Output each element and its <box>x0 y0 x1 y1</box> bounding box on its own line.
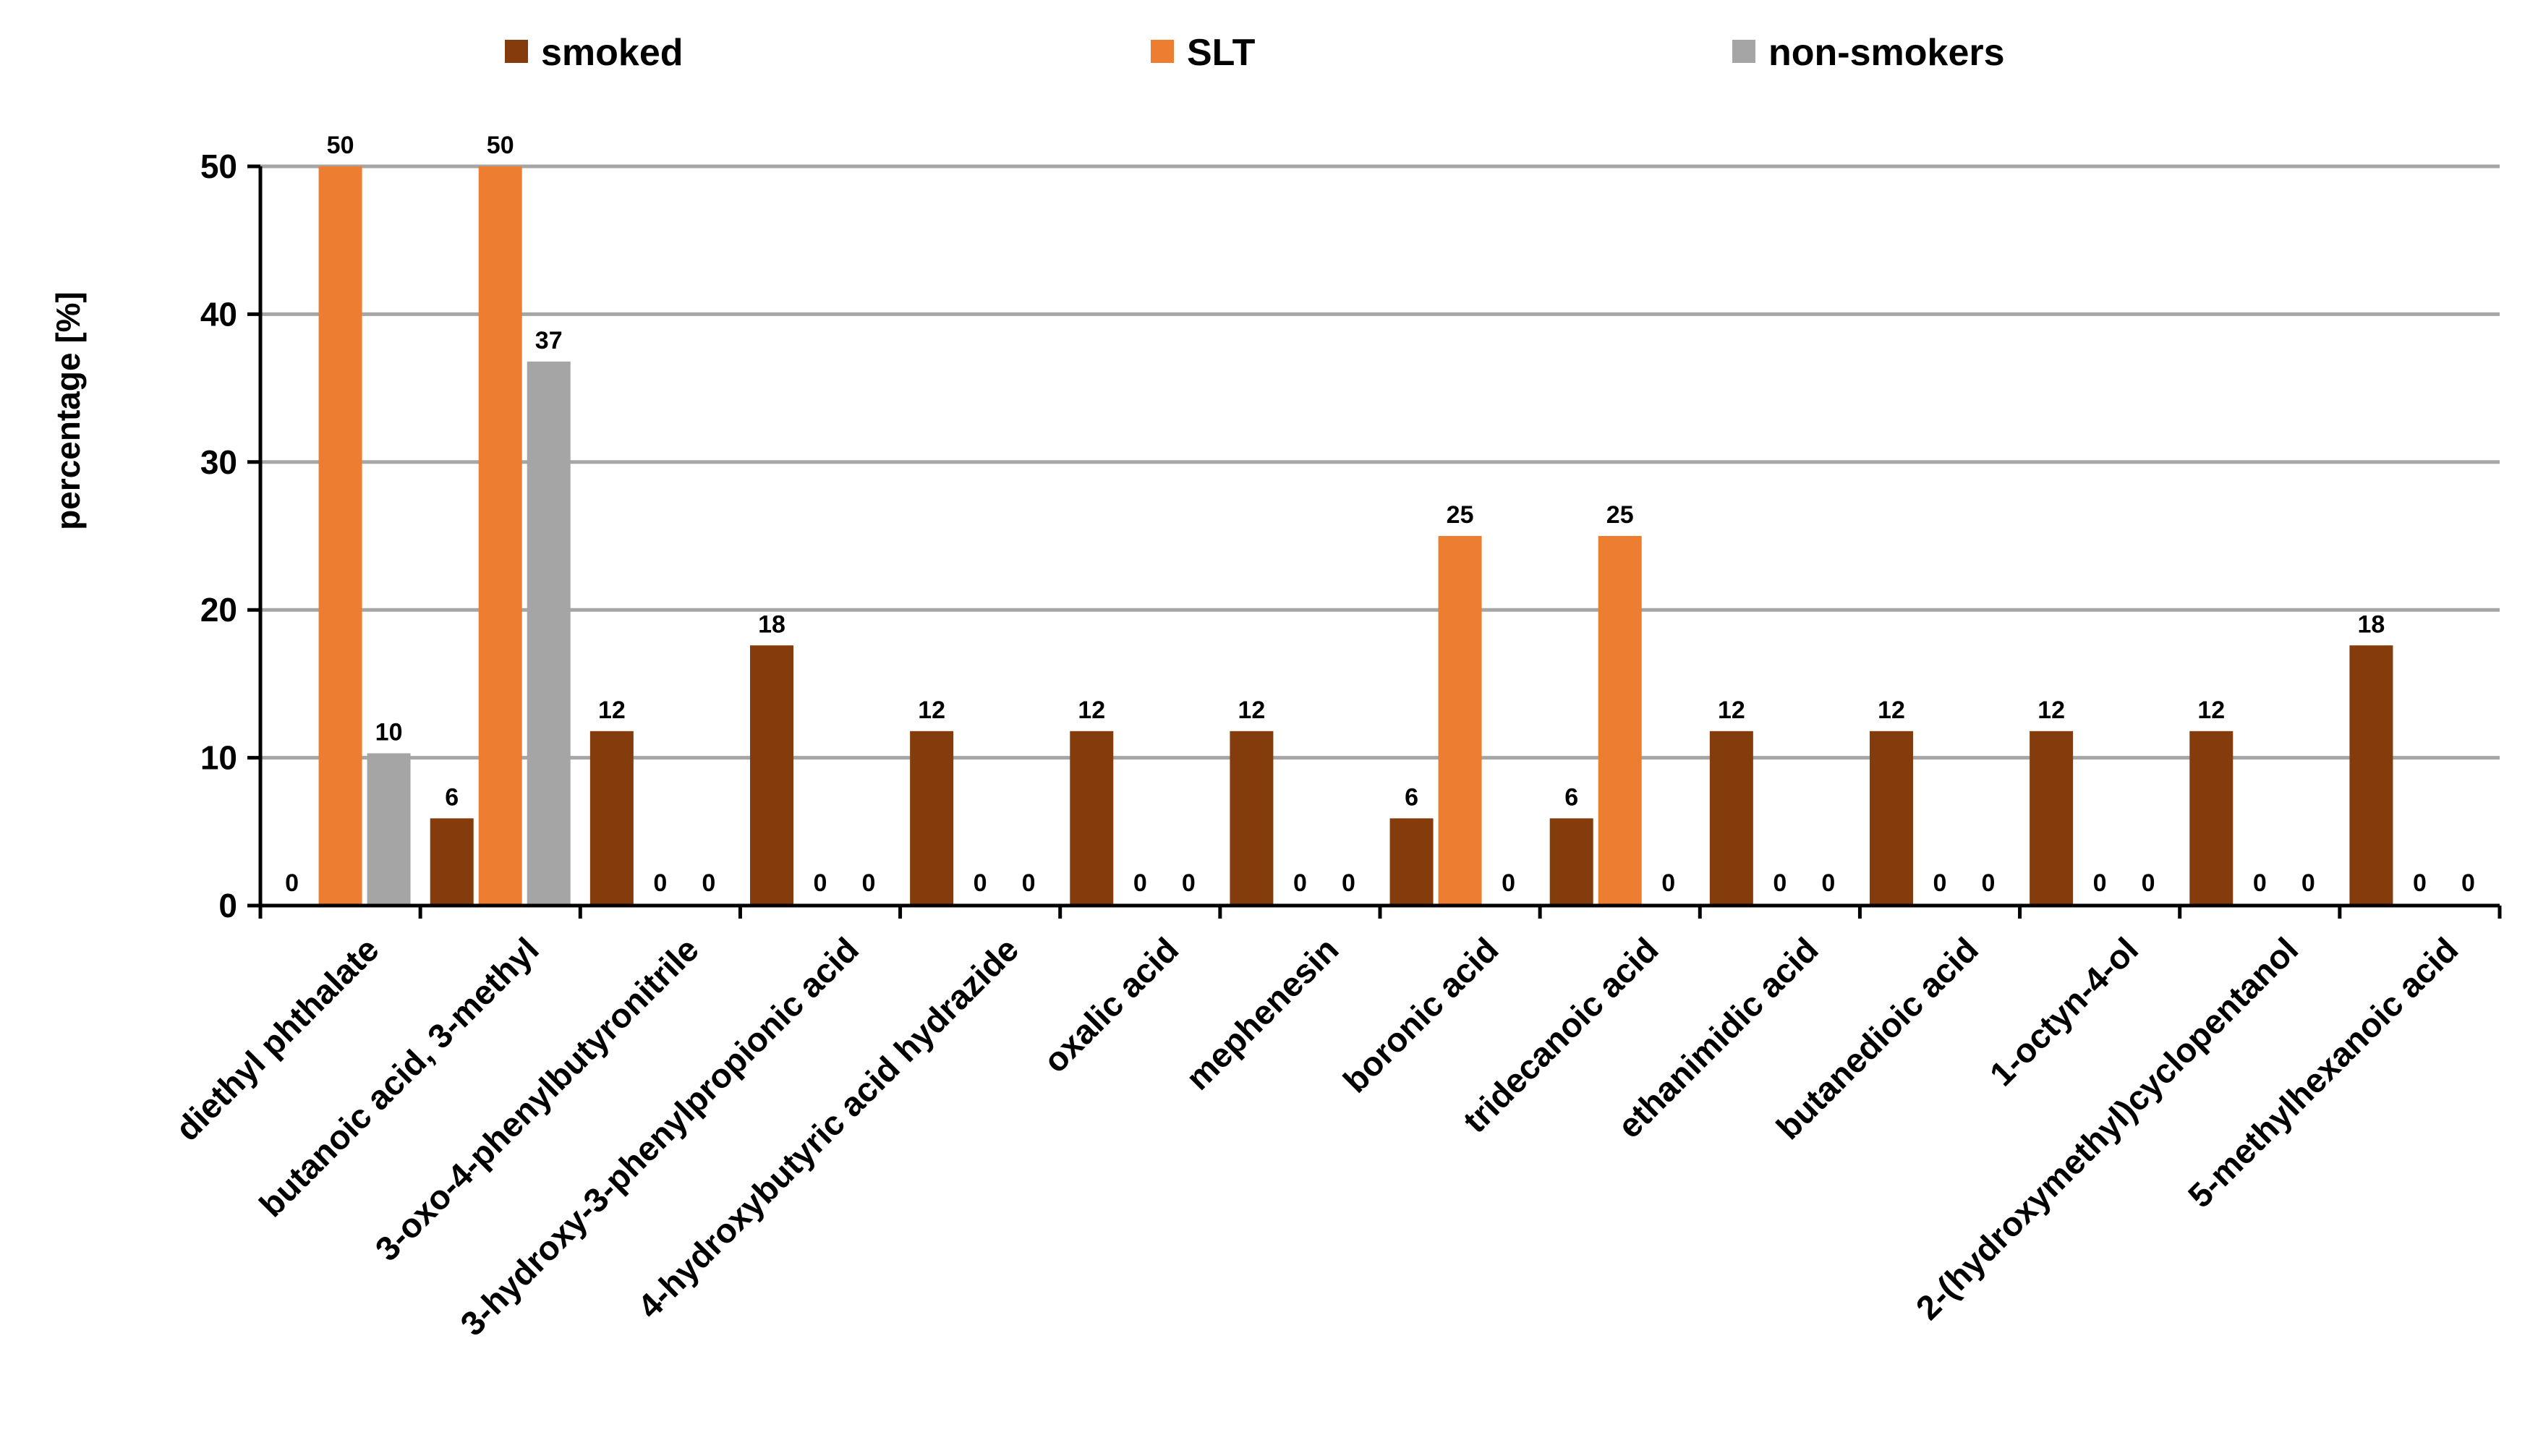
data-label: 0 <box>1293 869 1307 897</box>
data-label: 0 <box>1502 869 1515 897</box>
bar-smoked <box>2030 731 2074 906</box>
data-label: 0 <box>1182 869 1196 897</box>
data-label: 0 <box>2253 869 2267 897</box>
data-label: 18 <box>758 610 785 638</box>
legend-label: non-smokers <box>1768 32 2005 74</box>
data-label: 0 <box>1133 869 1147 897</box>
data-labels: 0 50 10 6 50 37 12 0 0 18 0 0 12 0 0 12 0 0 12 0 0 6 25 0 6 25 0 12… <box>285 132 2475 897</box>
data-label: 6 <box>1405 783 1418 811</box>
bar-SLT <box>318 166 362 906</box>
bar-SLT <box>1598 536 1642 906</box>
data-label: 12 <box>1878 697 1905 724</box>
data-label: 6 <box>1564 783 1578 811</box>
bar-smoked <box>1709 731 1753 906</box>
data-label: 0 <box>1982 869 1996 897</box>
bars <box>318 166 2393 906</box>
y-tick-label: 50 <box>200 148 237 185</box>
data-label: 0 <box>2413 869 2427 897</box>
data-label: 12 <box>2197 697 2225 724</box>
x-tick-label: mephenesin <box>1178 930 1345 1097</box>
x-tick-label: 1-octyn-4-ol <box>1982 930 2145 1094</box>
bar-smoked <box>910 731 954 906</box>
y-tick-label: 0 <box>218 887 237 924</box>
data-label: 0 <box>1342 869 1355 897</box>
x-tick-label: butanoic acid, 3-methyl <box>252 930 546 1225</box>
bar-smoked <box>589 731 634 906</box>
data-label: 50 <box>487 132 514 159</box>
data-label: 0 <box>862 869 876 897</box>
bar-smoked <box>1070 731 1114 906</box>
legend-swatch <box>505 40 528 63</box>
bar-SLT <box>1438 536 1482 906</box>
y-tick-label: 20 <box>200 591 237 629</box>
data-label: 12 <box>2037 697 2065 724</box>
data-label: 12 <box>1078 697 1105 724</box>
data-label: 50 <box>327 132 354 159</box>
legend-swatch <box>1151 40 1174 63</box>
x-tick-label: oxalic acid <box>1036 930 1185 1080</box>
bar-smoked <box>2349 645 2393 906</box>
data-label: 0 <box>2093 869 2107 897</box>
data-label: 0 <box>814 869 827 897</box>
x-tick-label: 3-oxo-4-phenylbutyronitrile <box>367 930 706 1269</box>
data-label: 0 <box>1821 869 1835 897</box>
bar-smoked <box>750 645 793 906</box>
data-label: 0 <box>2142 869 2155 897</box>
data-label: 0 <box>653 869 667 897</box>
data-label: 0 <box>1022 869 1036 897</box>
legend-label: SLT <box>1187 32 1256 74</box>
bar-smoked <box>1549 818 1593 906</box>
bar-smoked <box>1389 818 1434 906</box>
legend-label: smoked <box>541 32 684 74</box>
y-tick-label: 10 <box>200 739 237 777</box>
data-label: 18 <box>2358 610 2385 638</box>
data-label: 10 <box>375 718 403 746</box>
data-label: 0 <box>285 869 299 897</box>
data-label: 0 <box>2461 869 2475 897</box>
data-label: 12 <box>918 697 945 724</box>
x-tick-label: 5-methylhexanoic acid <box>2181 930 2466 1215</box>
bar-smoked <box>1230 731 1274 906</box>
legend-swatch <box>1732 40 1755 63</box>
data-label: 12 <box>1718 697 1745 724</box>
data-label: 0 <box>1661 869 1675 897</box>
data-label: 0 <box>974 869 987 897</box>
bar-non-smokers <box>527 361 571 906</box>
data-label: 0 <box>2301 869 2315 897</box>
gridlines <box>260 164 2500 760</box>
bar-smoked <box>2189 731 2233 906</box>
data-label: 0 <box>1933 869 1947 897</box>
data-label: 25 <box>1447 501 1474 529</box>
bar-smoked <box>430 818 474 906</box>
data-label: 37 <box>535 327 563 354</box>
data-label: 25 <box>1606 501 1634 529</box>
data-label: 12 <box>598 697 626 724</box>
y-axis-title: percentage [%] <box>49 291 87 530</box>
y-tick-label: 40 <box>200 295 237 333</box>
legend: smoked SLT non-smokers <box>505 32 2005 74</box>
bar-SLT <box>478 166 522 906</box>
bar-non-smokers <box>367 753 411 906</box>
y-tick-label: 30 <box>200 443 237 481</box>
bar-smoked <box>1870 731 1913 906</box>
data-label: 0 <box>1773 869 1787 897</box>
data-label: 0 <box>702 869 715 897</box>
data-label: 6 <box>445 783 459 811</box>
data-label: 12 <box>1238 697 1266 724</box>
x-tick-label: boronic acid <box>1336 930 1506 1100</box>
